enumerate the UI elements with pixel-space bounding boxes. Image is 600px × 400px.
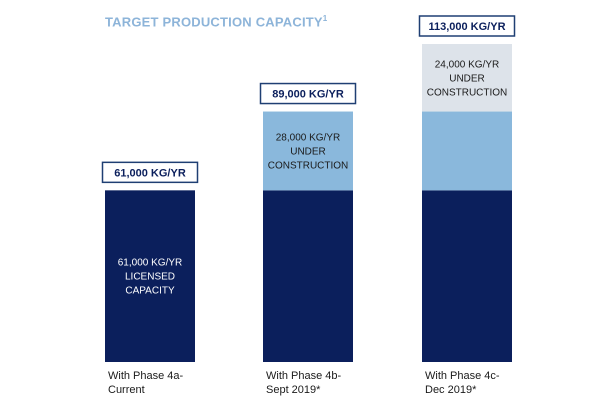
bar-3-segment-3-label-line-3: CONSTRUCTION xyxy=(427,87,508,98)
bar-3-segment-1 xyxy=(422,190,512,362)
bar-1-segment-1-label-line-2: LICENSED xyxy=(125,272,175,283)
category-label-2-line-1: With Phase 4b- xyxy=(266,370,342,382)
bar-2-segment-2-label-line-3: CONSTRUCTION xyxy=(268,160,349,171)
bar-2-segment-2-label-line-1: 28,000 KG/YR xyxy=(276,132,340,143)
bar-3-segment-3 xyxy=(422,44,512,112)
category-label-3-line-2: Dec 2019* xyxy=(425,384,477,396)
bar-1-segment-1-label-line-3: CAPACITY xyxy=(125,286,175,297)
bar-3-total-label: 113,000 KG/YR xyxy=(428,21,505,33)
bar-2-segment-1 xyxy=(263,190,353,362)
bar-3-total-box xyxy=(418,15,516,37)
bar-2-total-label: 89,000 KG/YR xyxy=(272,89,344,101)
chart-title: TARGET PRODUCTION CAPACITY1 xyxy=(105,14,327,29)
bar-3-segment-2 xyxy=(422,111,512,191)
bar-1-segment-1-label-line-1: 61,000 KG/YR xyxy=(118,258,182,269)
chart-title-footnote-mark: 1 xyxy=(322,14,328,23)
category-label-3-line-1: With Phase 4c- xyxy=(425,370,500,382)
chart-title-text: TARGET PRODUCTION CAPACITY xyxy=(105,14,323,30)
category-label-2-line-2: Sept 2019* xyxy=(266,384,321,396)
bar-1-total-box xyxy=(101,161,199,184)
bar-2-total-box xyxy=(259,82,357,105)
bar-3-segment-3-label-line-2: UNDER xyxy=(449,73,485,84)
bar-2-segment-2 xyxy=(263,111,353,191)
bar-2-segment-2-label-line-2: UNDER xyxy=(290,146,326,157)
category-label-1-line-2: Current xyxy=(108,384,145,396)
bar-1-total-label: 61,000 KG/YR xyxy=(114,167,186,179)
bar-3-segment-3-label-line-1: 24,000 KG/YR xyxy=(435,59,499,70)
bar-1-segment-1 xyxy=(105,190,195,362)
category-label-1-line-1: With Phase 4a- xyxy=(108,370,184,382)
